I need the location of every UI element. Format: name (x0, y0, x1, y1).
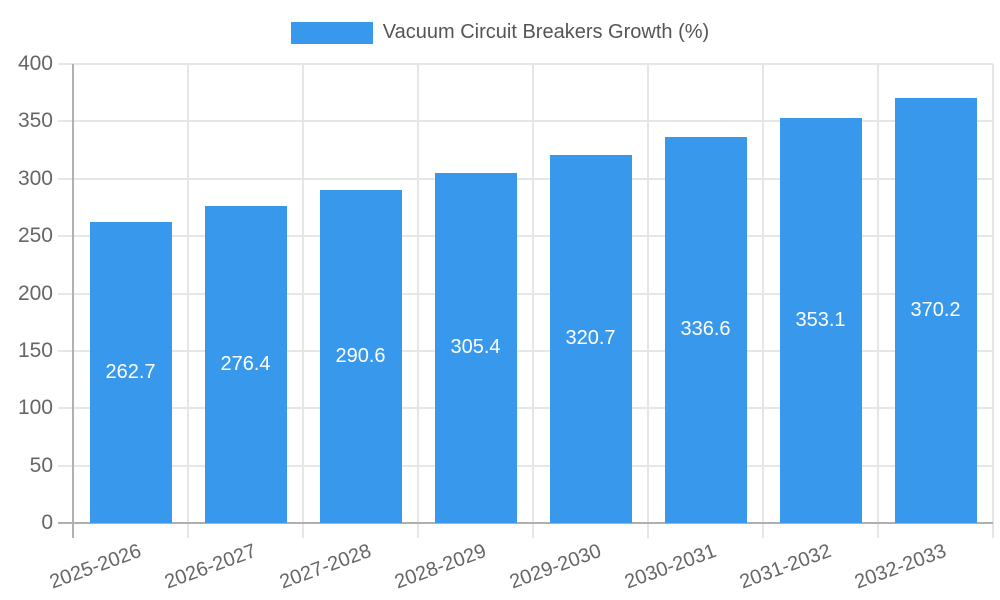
y-axis-tick-label: 100 (17, 396, 53, 420)
bar[interactable]: 290.6 (319, 189, 402, 523)
x-axis-label: 2030-2031 (621, 540, 720, 594)
grid-line-horizontal (58, 407, 993, 410)
y-axis-tick-label: 300 (17, 166, 53, 190)
grid-line-horizontal (58, 120, 993, 123)
grid-line-horizontal (58, 349, 993, 352)
y-axis-tick-label: 200 (17, 281, 53, 305)
grid-line-horizontal (58, 177, 993, 180)
x-axis-label: 2032-2033 (851, 540, 950, 594)
grid-line-vertical (187, 64, 189, 538)
x-axis-label: 2026-2027 (161, 540, 260, 594)
legend-label: Vacuum Circuit Breakers Growth (%) (382, 21, 710, 43)
bar-value-label: 370.2 (910, 299, 961, 322)
y-axis-tick-label: 150 (17, 338, 53, 362)
x-axis-label: 2031-2032 (736, 540, 835, 594)
bar[interactable]: 353.1 (779, 117, 862, 523)
x-axis-line (58, 522, 993, 524)
bar-value-label: 353.1 (795, 308, 846, 331)
x-axis-label: 2028-2029 (391, 540, 490, 594)
bar-value-label: 290.6 (335, 344, 386, 367)
y-axis-line (72, 64, 74, 538)
y-axis-tick-label: 250 (17, 224, 53, 248)
bar-value-label: 336.6 (680, 318, 731, 341)
bar[interactable]: 262.7 (89, 221, 172, 523)
grid-line-horizontal (58, 464, 993, 467)
grid-line-horizontal (58, 63, 993, 65)
y-axis-tick-label: 350 (17, 109, 53, 133)
bar[interactable]: 305.4 (434, 172, 517, 523)
grid-line-vertical (647, 64, 649, 538)
x-axis-label: 2029-2030 (506, 540, 605, 594)
grid-line-vertical (877, 64, 879, 538)
bar[interactable]: 276.4 (204, 205, 287, 523)
bar[interactable]: 370.2 (894, 98, 977, 523)
x-axis-label: 2027-2028 (276, 540, 375, 594)
y-axis-tick-label: 0 (41, 511, 53, 534)
y-axis-tick-label: 400 (17, 52, 53, 75)
y-axis-tick-label: 50 (29, 453, 53, 477)
bar-value-label: 276.4 (220, 352, 271, 375)
legend-item[interactable]: Vacuum Circuit Breakers Growth (%) (0, 21, 1000, 44)
bar[interactable]: 336.6 (664, 136, 747, 523)
grid-line-vertical (532, 64, 534, 538)
bar[interactable]: 320.7 (549, 154, 632, 523)
grid-line-vertical (417, 64, 419, 538)
grid-line-vertical (992, 64, 994, 538)
bar-value-label: 305.4 (450, 336, 501, 359)
grid-line-horizontal (58, 292, 993, 295)
legend-swatch-icon (290, 21, 373, 44)
grid-line-vertical (302, 64, 304, 538)
bar-value-label: 262.7 (105, 360, 156, 383)
grid-line-horizontal (58, 235, 993, 238)
x-axis-label: 2025-2026 (46, 540, 145, 594)
grid-line-vertical (762, 64, 764, 538)
bar-value-label: 320.7 (565, 327, 616, 350)
